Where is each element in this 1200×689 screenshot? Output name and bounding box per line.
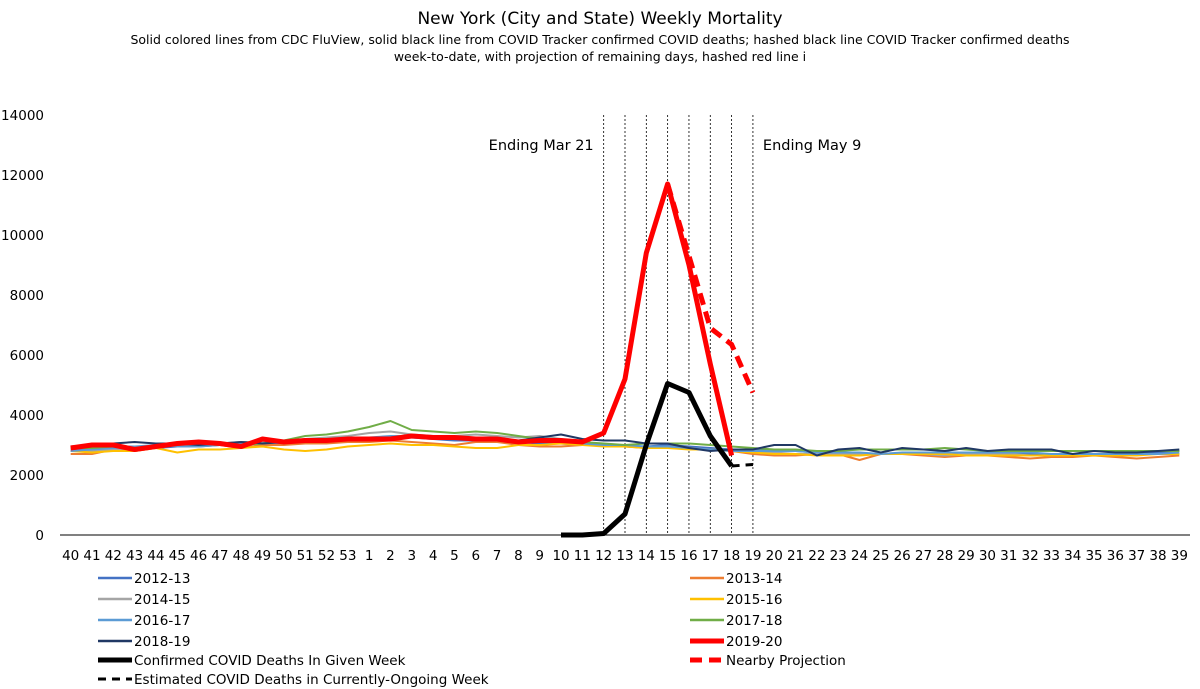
annotation-label: Ending Mar 21: [489, 138, 594, 154]
x-tick-label: 51: [297, 548, 314, 564]
x-tick-label: 30: [979, 548, 996, 564]
week-marker-lines: [603, 115, 754, 535]
series-line-nearby-projection: [665, 183, 756, 394]
series-lines: [70, 181, 1180, 538]
x-tick-label: 7: [493, 548, 502, 564]
x-tick-label: 23: [830, 548, 847, 564]
y-tick-label: 0: [35, 528, 44, 544]
x-tick-label: 33: [1043, 548, 1060, 564]
x-tick-label: 13: [616, 548, 633, 564]
legend-label: Confirmed COVID Deaths In Given Week: [134, 653, 406, 669]
x-tick-label: 10: [552, 548, 569, 564]
x-tick-label: 46: [190, 548, 207, 564]
x-tick-label: 4: [429, 548, 438, 564]
legend-label: 2019-20: [726, 634, 782, 650]
x-tick-label: 19: [744, 548, 761, 564]
x-tick-label: 37: [1128, 548, 1145, 564]
legend-label: Nearby Projection: [726, 653, 846, 669]
legend-label: Estimated COVID Deaths in Currently-Ongo…: [134, 672, 489, 688]
x-tick-label: 48: [233, 548, 250, 564]
x-tick-label: 49: [254, 548, 271, 564]
x-tick-label: 27: [915, 548, 932, 564]
x-tick-label: 31: [1000, 548, 1017, 564]
chart-subtitle-line-2: week-to-date, with projection of remaini…: [394, 49, 806, 64]
x-tick-label: 21: [787, 548, 804, 564]
y-tick-label: 8000: [10, 288, 44, 304]
x-tick-label: 18: [723, 548, 740, 564]
y-tick-label: 10000: [1, 228, 44, 244]
x-tick-label: 40: [62, 548, 79, 564]
legend-label: 2012-13: [134, 571, 190, 587]
legend-label: 2013-14: [726, 571, 782, 587]
x-tick-label: 2: [386, 548, 395, 564]
x-tick-label: 25: [872, 548, 889, 564]
x-tick-label: 22: [808, 548, 825, 564]
x-tick-label: 35: [1085, 548, 1102, 564]
chart-subtitle-line-1: Solid colored lines from CDC FluView, so…: [130, 32, 1069, 47]
x-tick-label: 42: [105, 548, 122, 564]
annotation-label: Ending May 9: [763, 138, 861, 154]
y-tick-label: 14000: [1, 108, 44, 124]
legend-label: 2018-19: [134, 634, 190, 650]
x-tick-label: 11: [574, 548, 591, 564]
x-tick-label: 53: [339, 548, 356, 564]
x-tick-label: 9: [535, 548, 544, 564]
legend-label: 2014-15: [134, 592, 190, 608]
x-tick-label: 28: [936, 548, 953, 564]
y-tick-label: 4000: [10, 408, 44, 424]
chart-title: New York (City and State) Weekly Mortali…: [417, 9, 782, 29]
x-tick-label: 45: [169, 548, 186, 564]
x-tick-label: 12: [595, 548, 612, 564]
x-tick-label: 39: [1171, 548, 1188, 564]
x-tick-label: 50: [275, 548, 292, 564]
series-line-2015-16: [70, 442, 1180, 457]
x-tick-label: 47: [211, 548, 228, 564]
x-tick-label: 14: [638, 548, 655, 564]
x-tick-label: 26: [894, 548, 911, 564]
x-tick-label: 24: [851, 548, 868, 564]
x-tick-label: 20: [766, 548, 783, 564]
y-tick-label: 12000: [1, 168, 44, 184]
y-axis: 0 2000 4000 6000 8000 10000 12000 14000: [1, 108, 44, 544]
x-tick-label: 5: [450, 548, 459, 564]
x-tick-label: 43: [126, 548, 143, 564]
y-tick-label: 2000: [10, 468, 44, 484]
series-line-estimated-covid-deaths-in-currently-ongoing-week: [731, 463, 754, 468]
x-tick-label: 38: [1149, 548, 1166, 564]
x-tick-label: 1: [365, 548, 374, 564]
x-tick-label: 41: [83, 548, 100, 564]
x-tick-label: 3: [407, 548, 416, 564]
x-tick-label: 32: [1022, 548, 1039, 564]
legend-label: 2016-17: [134, 613, 190, 629]
x-tick-label: 29: [958, 548, 975, 564]
x-tick-label: 36: [1107, 548, 1124, 564]
x-tick-label: 44: [147, 548, 164, 564]
x-tick-label: 15: [659, 548, 676, 564]
x-tick-label: 6: [471, 548, 480, 564]
legend: 2012-13 2013-14 2014-15 2015-16 2016-17 2017-…: [98, 571, 846, 688]
y-tick-label: 6000: [10, 348, 44, 364]
annotations: Ending Mar 21 Ending May 9: [489, 138, 862, 154]
x-axis: 40 41 42 43 44 45 46 47 48 49 50 51 52 53 1 2 3 4 5 6 7 8 9 10 1…: [60, 534, 1190, 564]
legend-label: 2017-18: [726, 613, 782, 629]
legend-label: 2015-16: [726, 592, 782, 608]
x-tick-label: 34: [1064, 548, 1081, 564]
x-tick-label: 52: [318, 548, 335, 564]
x-tick-label: 8: [514, 548, 523, 564]
x-tick-label: 17: [702, 548, 719, 564]
series-line-2019-20: [70, 181, 735, 457]
series-line-confirmed-covid-deaths-in-given-week: [561, 381, 734, 538]
x-tick-label: 16: [680, 548, 697, 564]
